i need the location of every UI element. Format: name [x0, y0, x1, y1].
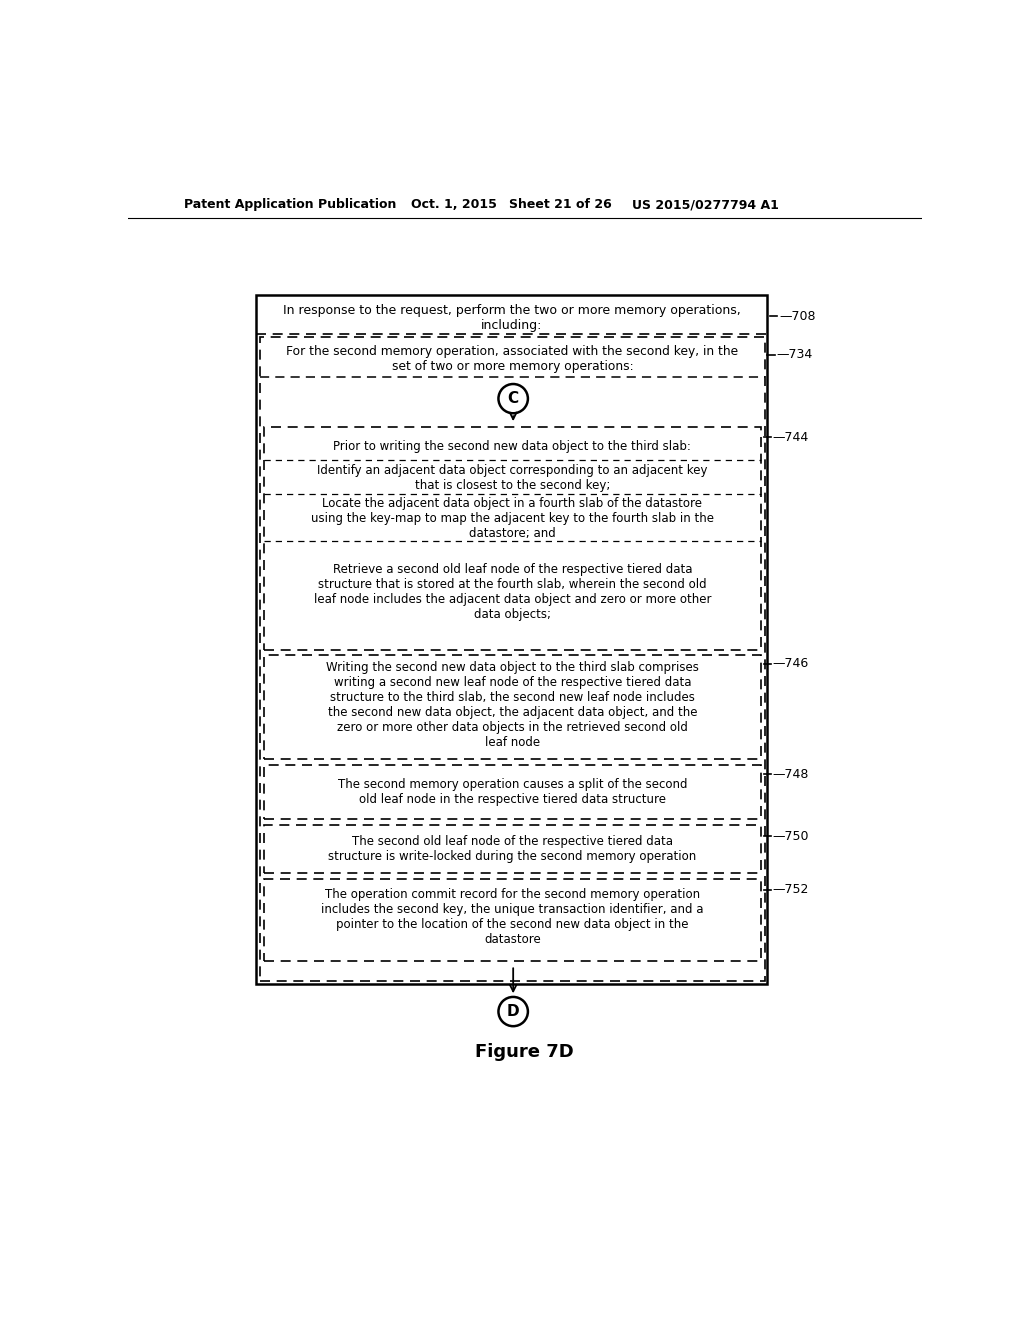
Text: C: C [508, 391, 519, 407]
Bar [260, 337, 765, 981]
Text: —744: —744 [773, 430, 809, 444]
Text: —734: —734 [776, 348, 813, 362]
Text: D: D [507, 1005, 519, 1019]
Text: Writing the second new data object to the third slab comprises
writing a second : Writing the second new data object to th… [326, 661, 698, 750]
Text: Figure 7D: Figure 7D [475, 1043, 574, 1060]
Text: Oct. 1, 2015: Oct. 1, 2015 [411, 198, 497, 211]
Bar [263, 825, 761, 873]
Text: For the second memory operation, associated with the second key, in the
set of t: For the second memory operation, associa… [287, 346, 738, 374]
Text: Locate the adjacent data object in a fourth slab of the datastore
using the key-: Locate the adjacent data object in a fou… [311, 498, 714, 540]
Text: —752: —752 [773, 883, 809, 896]
Text: —746: —746 [773, 657, 809, 671]
Text: —708: —708 [779, 310, 815, 323]
Text: The second memory operation causes a split of the second
old leaf node in the re: The second memory operation causes a spl… [338, 777, 687, 807]
Text: Sheet 21 of 26: Sheet 21 of 26 [509, 198, 612, 211]
Text: The second old leaf node of the respective tiered data
structure is write-locked: The second old leaf node of the respecti… [329, 836, 696, 863]
Bar [263, 766, 761, 818]
Bar [263, 655, 761, 759]
Bar [263, 879, 761, 961]
Text: Prior to writing the second new data object to the third slab:: Prior to writing the second new data obj… [334, 440, 691, 453]
Text: The operation commit record for the second memory operation
includes the second : The operation commit record for the seco… [322, 888, 703, 946]
Text: US 2015/0277794 A1: US 2015/0277794 A1 [632, 198, 778, 211]
Text: Patent Application Publication: Patent Application Publication [183, 198, 396, 211]
Bar [256, 296, 767, 983]
Bar [263, 428, 761, 649]
Text: Identify an adjacent data object corresponding to an adjacent key
that is closes: Identify an adjacent data object corresp… [317, 463, 708, 492]
Text: In response to the request, perform the two or more memory operations,
including: In response to the request, perform the … [283, 304, 740, 331]
Text: —750: —750 [773, 829, 809, 842]
Text: —748: —748 [773, 768, 809, 781]
Text: Retrieve a second old leaf node of the respective tiered data
structure that is : Retrieve a second old leaf node of the r… [313, 562, 711, 620]
